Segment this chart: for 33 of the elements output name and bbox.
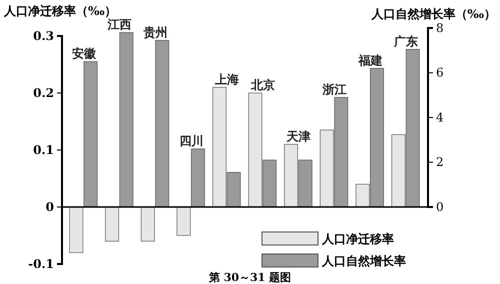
x-tick-label: 福建 [357,53,382,68]
y2-tick-label: 0 [436,200,444,214]
legend-label: 人口自然增长率 [321,254,406,268]
bar [191,148,205,208]
y2-tick-label: 2 [436,155,444,170]
y-axis-title: 人口净迁移率（‰） [3,4,117,18]
bar [119,32,134,208]
bar [69,206,84,253]
y-tick-label: 0.1 [33,142,54,157]
x-tick-label: 江西 [106,17,132,32]
x-tick-label: 上海 [214,72,240,86]
bar [176,206,191,236]
y-tick-label: 0.2 [33,86,54,100]
text: 第 30～31 题图 [208,271,292,284]
legend-label: 人口净迁移率 [321,232,394,246]
y2-axis-title: 人口自然增长率（‰） [370,7,496,21]
bar [155,40,170,208]
x-tick-label: 北京 [250,78,275,92]
y2-tick-label: 8 [436,20,444,35]
x-tick-label: 安徽 [72,46,97,61]
x-tick-label: 四川 [179,134,204,148]
y-tick-label: 0 [46,200,54,214]
y-tick-label: -0.1 [28,256,54,271]
x-tick-label: 贵州 [142,25,168,40]
bar [84,61,98,208]
bar [105,206,119,242]
x-tick-label: 天津 [286,129,311,144]
bar [140,206,155,242]
y2-tick-label: 6 [436,66,444,80]
y2-tick-label: 4 [436,110,444,124]
x-tick-label: 广东 [393,34,418,48]
y-tick-label: 0.3 [33,28,54,43]
x-tick-label: 浙江 [322,82,346,96]
